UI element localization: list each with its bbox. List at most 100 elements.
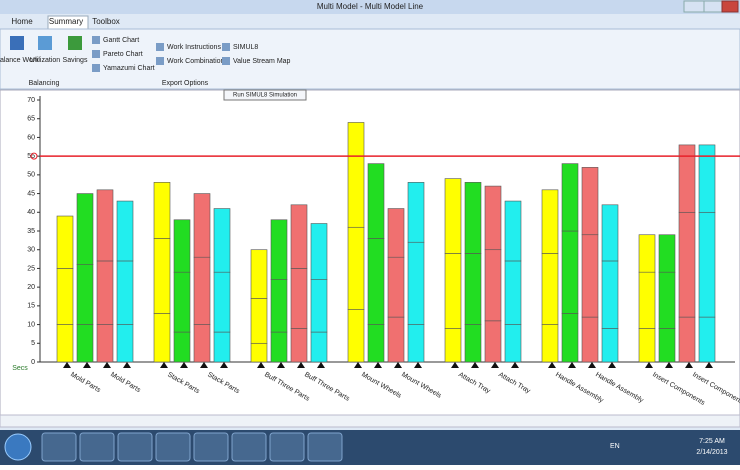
bar-segment	[193, 193, 211, 258]
ribbon-icon[interactable]	[156, 43, 164, 51]
y-tick-label: 60	[27, 134, 35, 141]
operator-marker	[297, 362, 305, 368]
taskbar-app[interactable]	[231, 432, 267, 462]
bar-segment	[290, 268, 308, 329]
taskbar-app[interactable]	[193, 432, 229, 462]
tab[interactable]: Summary	[49, 17, 83, 26]
maximize[interactable]	[703, 0, 723, 13]
bar-segment	[213, 208, 231, 273]
bar-segment	[638, 328, 656, 363]
taskbar-lang: EN	[610, 443, 620, 450]
bar-segment	[407, 241, 425, 325]
operator-marker	[451, 362, 459, 368]
ribbon-icon[interactable]	[222, 57, 230, 65]
operator-marker	[374, 362, 382, 368]
scrollbar[interactable]	[0, 414, 740, 428]
bar-segment	[658, 271, 676, 329]
bar-segment	[541, 189, 559, 254]
ribbon-icon[interactable]	[92, 50, 100, 58]
ribbon-icon[interactable]	[10, 36, 24, 50]
ribbon-icon[interactable]	[92, 36, 100, 44]
bar-segment	[270, 219, 288, 280]
ribbon-button[interactable]: Yamazumi Chart	[103, 65, 155, 72]
ribbon-button[interactable]: Value Stream Map	[233, 58, 291, 65]
taskbar-app[interactable]	[155, 432, 191, 462]
operator-marker	[685, 362, 693, 368]
ribbon-icon[interactable]	[68, 36, 82, 50]
taskbar-app[interactable]	[117, 432, 153, 462]
y-tick-label: 70	[27, 97, 35, 104]
bar-segment	[56, 324, 74, 363]
ribbon-icon[interactable]	[38, 36, 52, 50]
bar-segment	[76, 264, 94, 325]
operator-marker	[123, 362, 131, 368]
y-tick-label: 45	[27, 190, 35, 197]
operator-marker	[511, 362, 519, 368]
operator-marker	[83, 362, 91, 368]
start-button[interactable]	[4, 433, 32, 461]
operator-marker	[180, 362, 188, 368]
tab[interactable]: Toolbox	[92, 17, 120, 26]
ribbon-button[interactable]: Pareto Chart	[103, 51, 143, 58]
operator-marker	[588, 362, 596, 368]
ribbon-icon[interactable]	[92, 64, 100, 72]
bar-segment	[658, 328, 676, 363]
bar-segment	[561, 230, 579, 314]
bar-segment	[193, 324, 211, 363]
operator-marker	[608, 362, 616, 368]
bar-segment	[310, 223, 328, 280]
y-tick-label: 15	[27, 303, 35, 310]
bar-segment	[250, 249, 268, 299]
bar-segment	[601, 328, 619, 363]
operator-marker	[257, 362, 265, 368]
ribbon-button[interactable]: SIMUL8	[233, 44, 258, 51]
tooltip-text: Run SIMUL8 Simulation	[233, 93, 297, 99]
operator-marker	[317, 362, 325, 368]
operator-marker	[645, 362, 653, 368]
tab[interactable]: Home	[11, 17, 33, 26]
ribbon-button[interactable]: Work Instructions	[167, 44, 221, 51]
ribbon-icon[interactable]	[222, 43, 230, 51]
ribbon-button[interactable]: Utilization	[30, 57, 60, 64]
ribbon-button[interactable]: Savings	[63, 57, 88, 64]
bar-segment	[698, 316, 716, 363]
minimize[interactable]	[683, 0, 705, 13]
bar-segment	[116, 200, 134, 262]
ribbon-button[interactable]: Gantt Chart	[103, 37, 139, 44]
target-handle[interactable]	[30, 152, 38, 160]
bar-segment	[678, 316, 696, 363]
bar-segment	[444, 178, 462, 254]
taskbar-app[interactable]	[269, 432, 305, 462]
bar-segment	[96, 324, 114, 363]
y-tick-label: 30	[27, 247, 35, 254]
bar-segment	[213, 271, 231, 333]
bar-segment	[444, 253, 462, 329]
operator-marker	[63, 362, 71, 368]
ribbon-button[interactable]: Balance Work	[0, 57, 39, 64]
bar-segment	[504, 324, 522, 363]
bar-segment	[387, 316, 405, 363]
y-tick-label: 20	[27, 284, 35, 291]
bar-segment	[464, 324, 482, 363]
ribbon-button[interactable]: Work Combination	[167, 58, 225, 65]
bar-segment	[367, 238, 385, 325]
bar-segment	[464, 182, 482, 254]
operator-marker	[568, 362, 576, 368]
bar-segment	[367, 163, 385, 239]
bar-segment	[638, 234, 656, 273]
taskbar-app[interactable]	[79, 432, 115, 462]
operator-marker	[354, 362, 362, 368]
group-label: Export Options	[162, 80, 209, 87]
y-tick-label: 10	[27, 321, 35, 328]
bar-segment	[407, 324, 425, 363]
ribbon-icon[interactable]	[156, 57, 164, 65]
bar-segment	[56, 215, 74, 269]
bar-segment	[250, 342, 268, 363]
operator-marker	[200, 362, 208, 368]
taskbar-app[interactable]	[307, 432, 343, 462]
taskbar-app[interactable]	[41, 432, 77, 462]
bar-segment	[444, 328, 462, 363]
close[interactable]	[721, 0, 739, 13]
bar-segment	[193, 256, 211, 325]
bar-segment	[678, 211, 696, 318]
